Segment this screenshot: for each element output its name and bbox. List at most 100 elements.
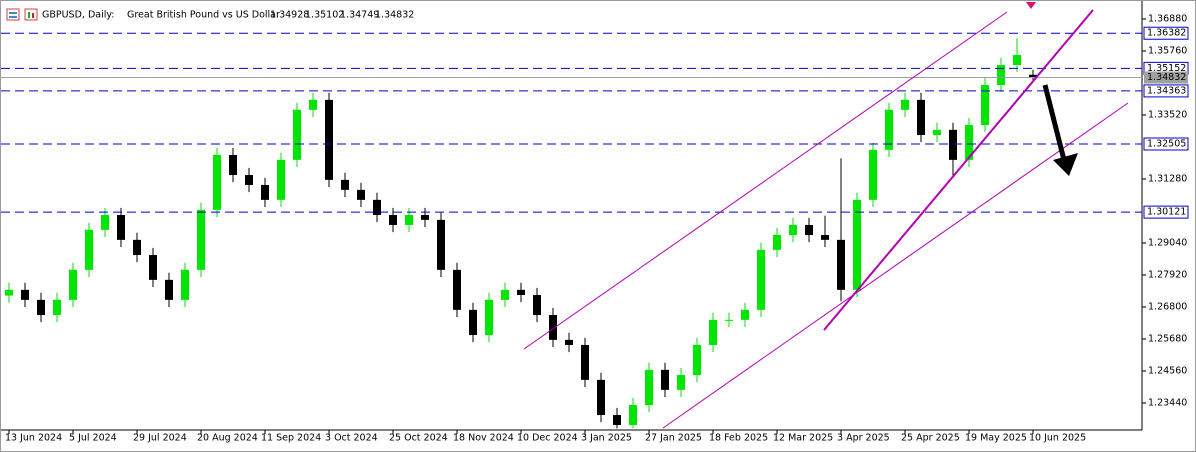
plot: 1.36880 1.35760 1.33520 1.31280 1.29040 1.279… xyxy=(1,14,1189,444)
candle-body xyxy=(277,159,285,200)
candle-body xyxy=(21,289,29,300)
level-label-box xyxy=(1143,137,1189,151)
candle-body xyxy=(437,219,445,270)
candle-body xyxy=(645,369,653,405)
x-tick-label: 10 Jun 2025 xyxy=(1029,433,1086,444)
candle-body xyxy=(213,155,221,210)
candle-body xyxy=(581,345,589,380)
candle-body xyxy=(741,309,749,320)
ohlc-high: 1.35102 xyxy=(305,10,344,21)
description: Great British Pound vs US Dollar xyxy=(127,10,280,21)
candle-body xyxy=(997,65,1005,85)
candle-body xyxy=(389,215,397,225)
ohlc-low: 1.34749 xyxy=(340,10,379,21)
drawings xyxy=(523,2,1129,429)
candle-body xyxy=(885,109,893,150)
y-tick-label: 1.23440 xyxy=(1148,398,1187,409)
x-tick-label: 11 Sep 2024 xyxy=(261,433,321,444)
toolbar-icons[interactable] xyxy=(6,8,38,21)
candle-body xyxy=(965,125,973,160)
candle-body xyxy=(261,185,269,200)
candle-body xyxy=(901,99,909,110)
candle-body xyxy=(37,299,45,315)
ohlc-close: 1.34832 xyxy=(375,10,414,21)
level-label-box xyxy=(1143,205,1189,219)
level-label: 1.36382 xyxy=(1147,28,1186,39)
ohlc-open: 1.34928 xyxy=(270,10,309,21)
candle-body xyxy=(5,289,13,296)
candle-body xyxy=(117,215,125,240)
candle-body xyxy=(517,289,525,295)
candle-body xyxy=(917,99,925,135)
candle-body xyxy=(629,405,637,425)
x-tick-label: 25 Apr 2025 xyxy=(901,433,960,444)
candle-body xyxy=(309,99,317,110)
x-tick-label: 3 Oct 2024 xyxy=(325,433,378,444)
candle-body xyxy=(133,239,141,255)
x-tick-label: 3 Apr 2025 xyxy=(837,433,890,444)
candle-body xyxy=(677,375,685,390)
x-tick-label: 3 Jan 2025 xyxy=(581,433,632,444)
candle-body xyxy=(341,179,349,190)
candle-body xyxy=(805,225,813,235)
candle-body xyxy=(933,129,941,135)
arrow-shaft xyxy=(1042,84,1067,161)
y-tick-label: 1.24560 xyxy=(1148,366,1187,377)
candle-body xyxy=(725,319,733,321)
x-tick-label: 27 Jan 2025 xyxy=(645,433,702,444)
marker xyxy=(1026,2,1036,9)
candle-body xyxy=(357,189,365,200)
candle-body xyxy=(69,269,77,300)
candle-body xyxy=(373,199,381,215)
candle-body xyxy=(981,85,989,125)
candle-body xyxy=(597,379,605,415)
candle-body xyxy=(485,299,493,335)
x-tick-label: 20 Aug 2024 xyxy=(197,433,258,444)
y-tick-label: 1.35760 xyxy=(1148,46,1187,57)
x-tick-label: 18 Feb 2025 xyxy=(709,433,768,444)
x-tick-label: 5 Jul 2024 xyxy=(69,433,117,444)
candle-body xyxy=(1013,55,1021,65)
current-price-label: 1.34832 xyxy=(1147,72,1186,83)
candle-body xyxy=(405,215,413,225)
candle-body xyxy=(181,269,189,300)
arrow-head xyxy=(1053,153,1078,176)
candle-body xyxy=(453,269,461,310)
candle-body xyxy=(869,149,877,200)
candle-body xyxy=(1029,74,1037,78)
level-label: 1.32505 xyxy=(1147,139,1186,150)
candle-body xyxy=(501,289,509,300)
y-tick-label: 1.26800 xyxy=(1148,302,1187,313)
candle-body xyxy=(197,209,205,270)
icon[interactable] xyxy=(6,8,20,21)
candle-body xyxy=(565,339,573,345)
candle-body xyxy=(325,99,333,180)
y-tick-label: 1.36880 xyxy=(1148,14,1187,25)
candle-body xyxy=(789,225,797,235)
icon[interactable] xyxy=(24,8,38,21)
y-tick-label: 1.31280 xyxy=(1148,174,1187,185)
icon-part xyxy=(32,13,34,18)
candle-body xyxy=(549,315,557,340)
level-label-box xyxy=(1143,26,1189,40)
candle-body xyxy=(613,415,621,425)
candle-body xyxy=(661,369,669,390)
level-label: 1.34363 xyxy=(1147,85,1186,96)
candle-body xyxy=(693,345,701,375)
y-tick-label: 1.33520 xyxy=(1148,110,1187,121)
x-tick-label: 18 Nov 2024 xyxy=(453,433,514,444)
candle-body xyxy=(293,109,301,160)
level-label-box xyxy=(1143,84,1189,98)
current-price-box xyxy=(1144,71,1188,84)
candle-body xyxy=(149,255,157,280)
candle-body xyxy=(709,319,717,345)
candle-body xyxy=(245,175,253,185)
candle-body xyxy=(773,235,781,250)
x-tick-label: 12 Mar 2025 xyxy=(773,433,833,444)
candle-body xyxy=(53,299,61,315)
candle-body xyxy=(533,295,541,315)
y-tick-label: 1.27920 xyxy=(1148,270,1187,281)
candle-body xyxy=(821,235,829,240)
channel-lower xyxy=(662,102,1129,429)
